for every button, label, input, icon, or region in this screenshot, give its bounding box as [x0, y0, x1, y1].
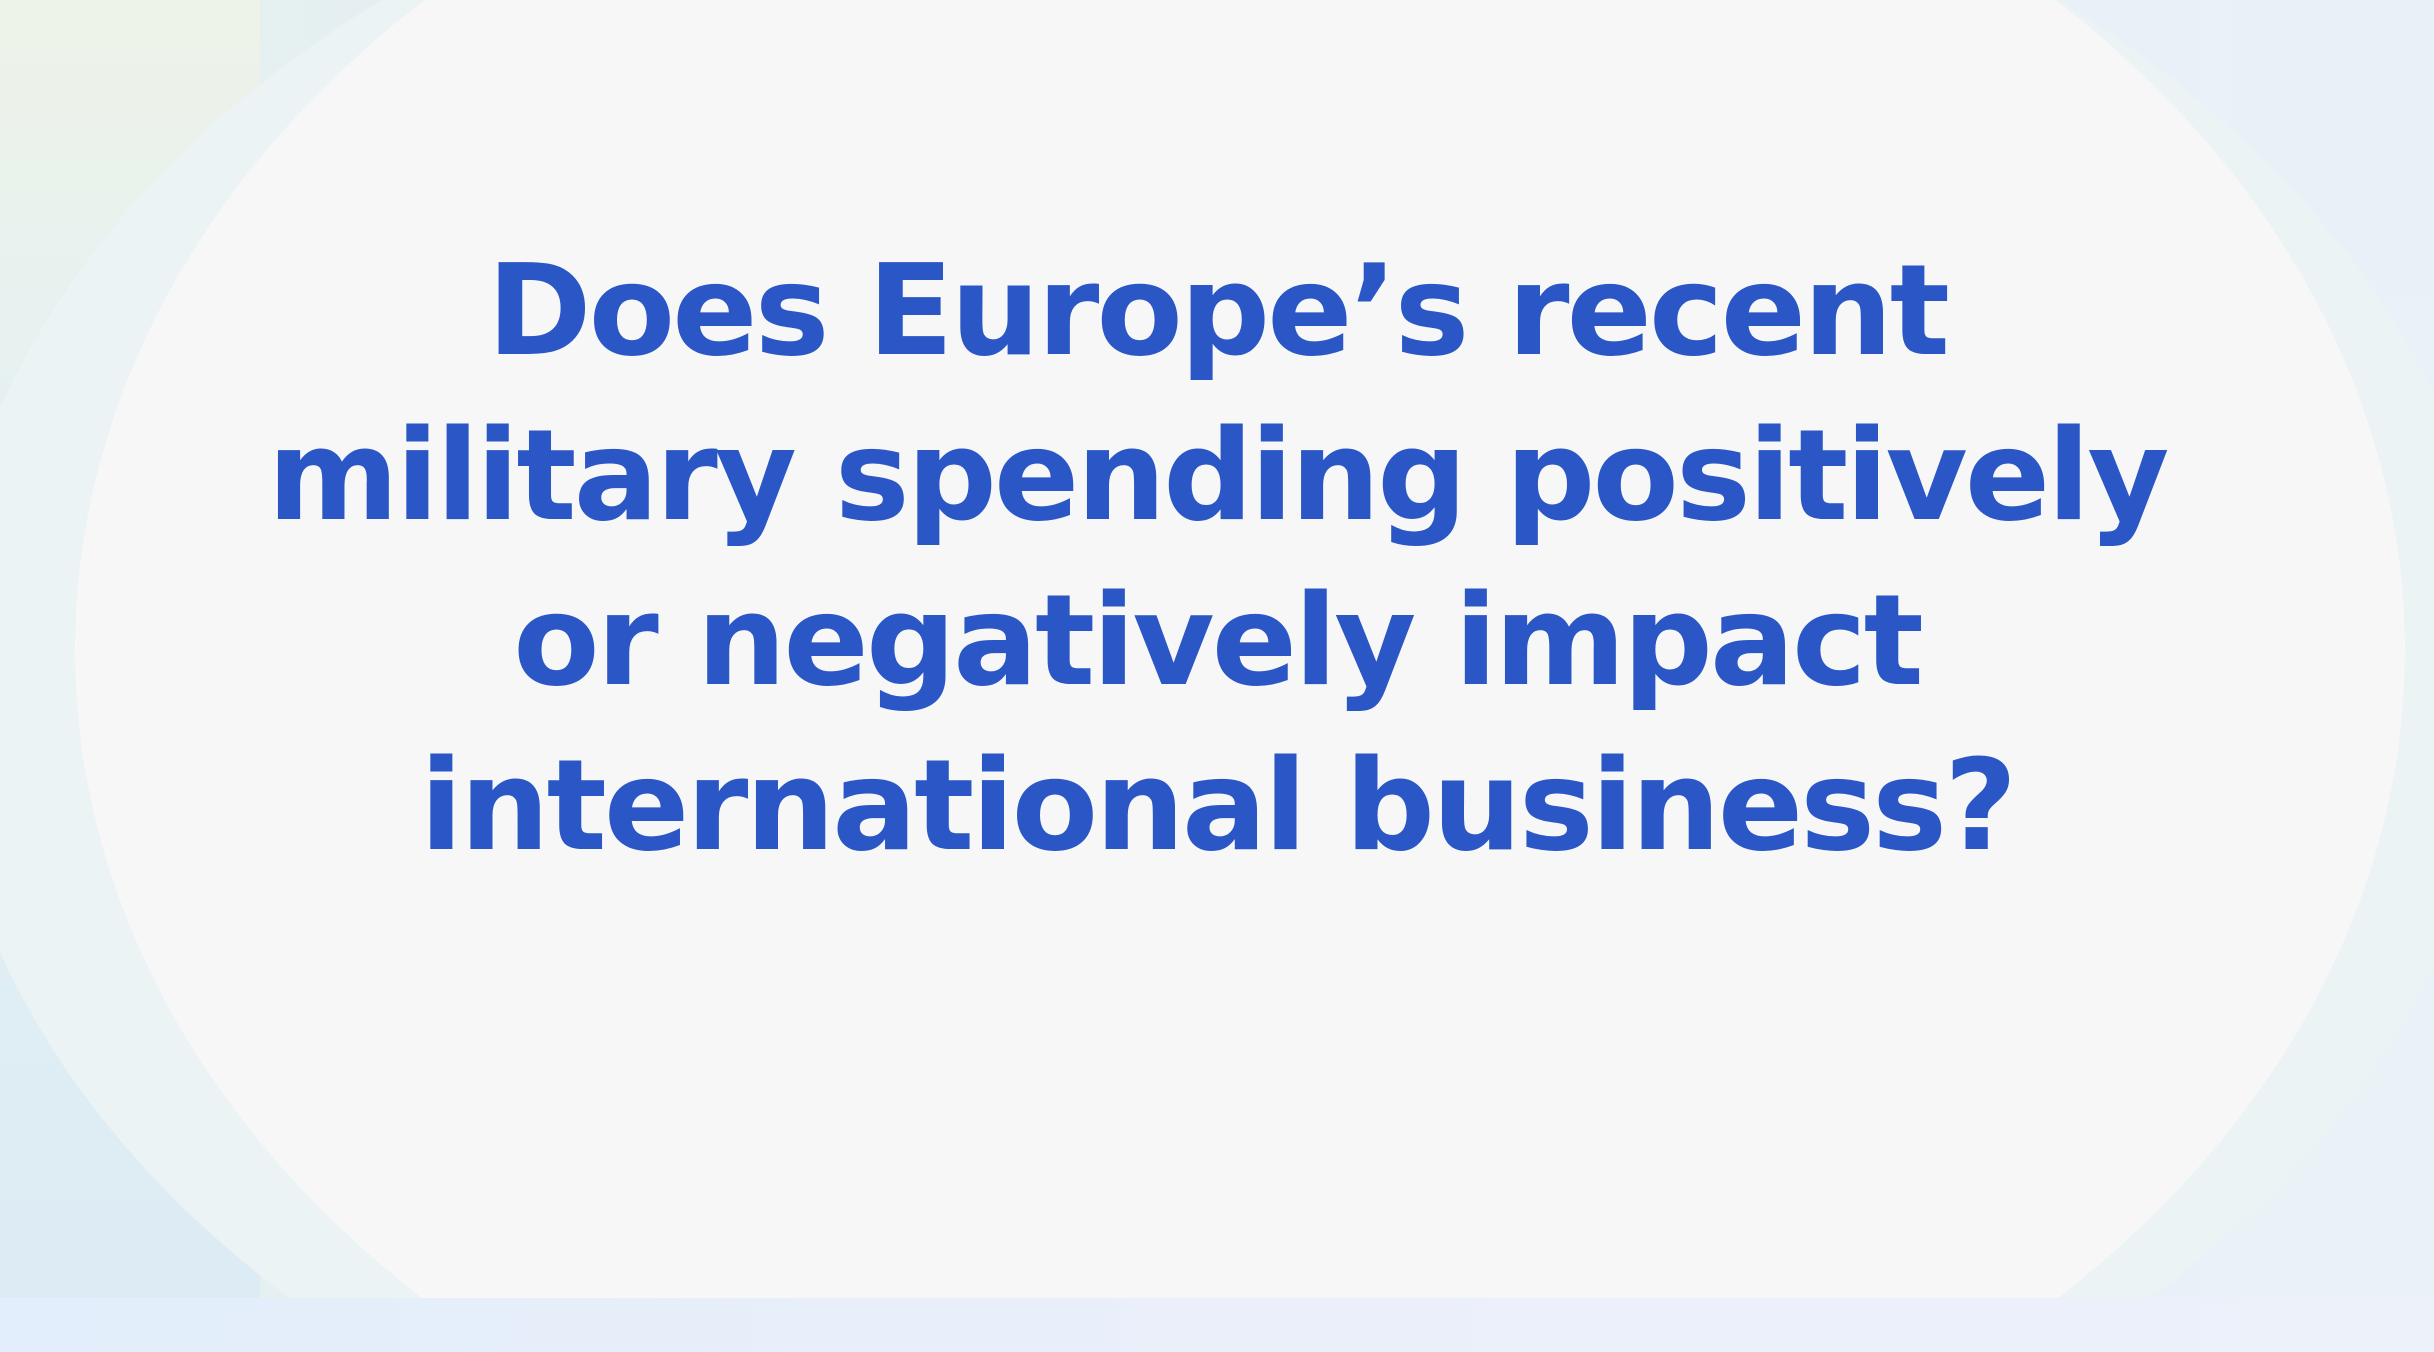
background-card	[75, 0, 2405, 1352]
headline-container: Does Europe’s recent military spending p…	[217, 228, 2217, 888]
slide-headline: Does Europe’s recent military spending p…	[267, 237, 2169, 879]
background-bottom-band	[0, 1298, 2434, 1352]
